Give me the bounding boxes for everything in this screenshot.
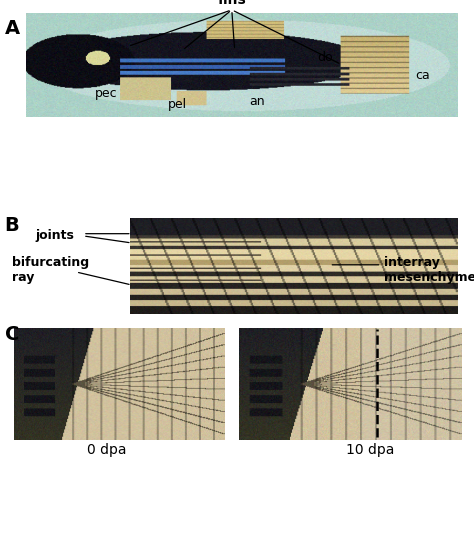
Text: bifurcating
ray: bifurcating ray: [12, 256, 89, 284]
Text: C: C: [5, 325, 19, 344]
Text: pel: pel: [168, 98, 187, 111]
Text: do: do: [318, 51, 333, 64]
Text: fins: fins: [218, 0, 246, 7]
Text: an: an: [249, 94, 264, 108]
Text: pec: pec: [95, 87, 118, 100]
Text: ca: ca: [415, 69, 429, 82]
Text: interray
mesenchyme: interray mesenchyme: [384, 256, 474, 284]
Text: A: A: [5, 19, 20, 38]
Text: B: B: [5, 216, 19, 235]
Text: 10 dpa: 10 dpa: [346, 443, 394, 458]
Text: joints: joints: [36, 229, 74, 242]
Text: 0 dpa: 0 dpa: [87, 443, 127, 458]
